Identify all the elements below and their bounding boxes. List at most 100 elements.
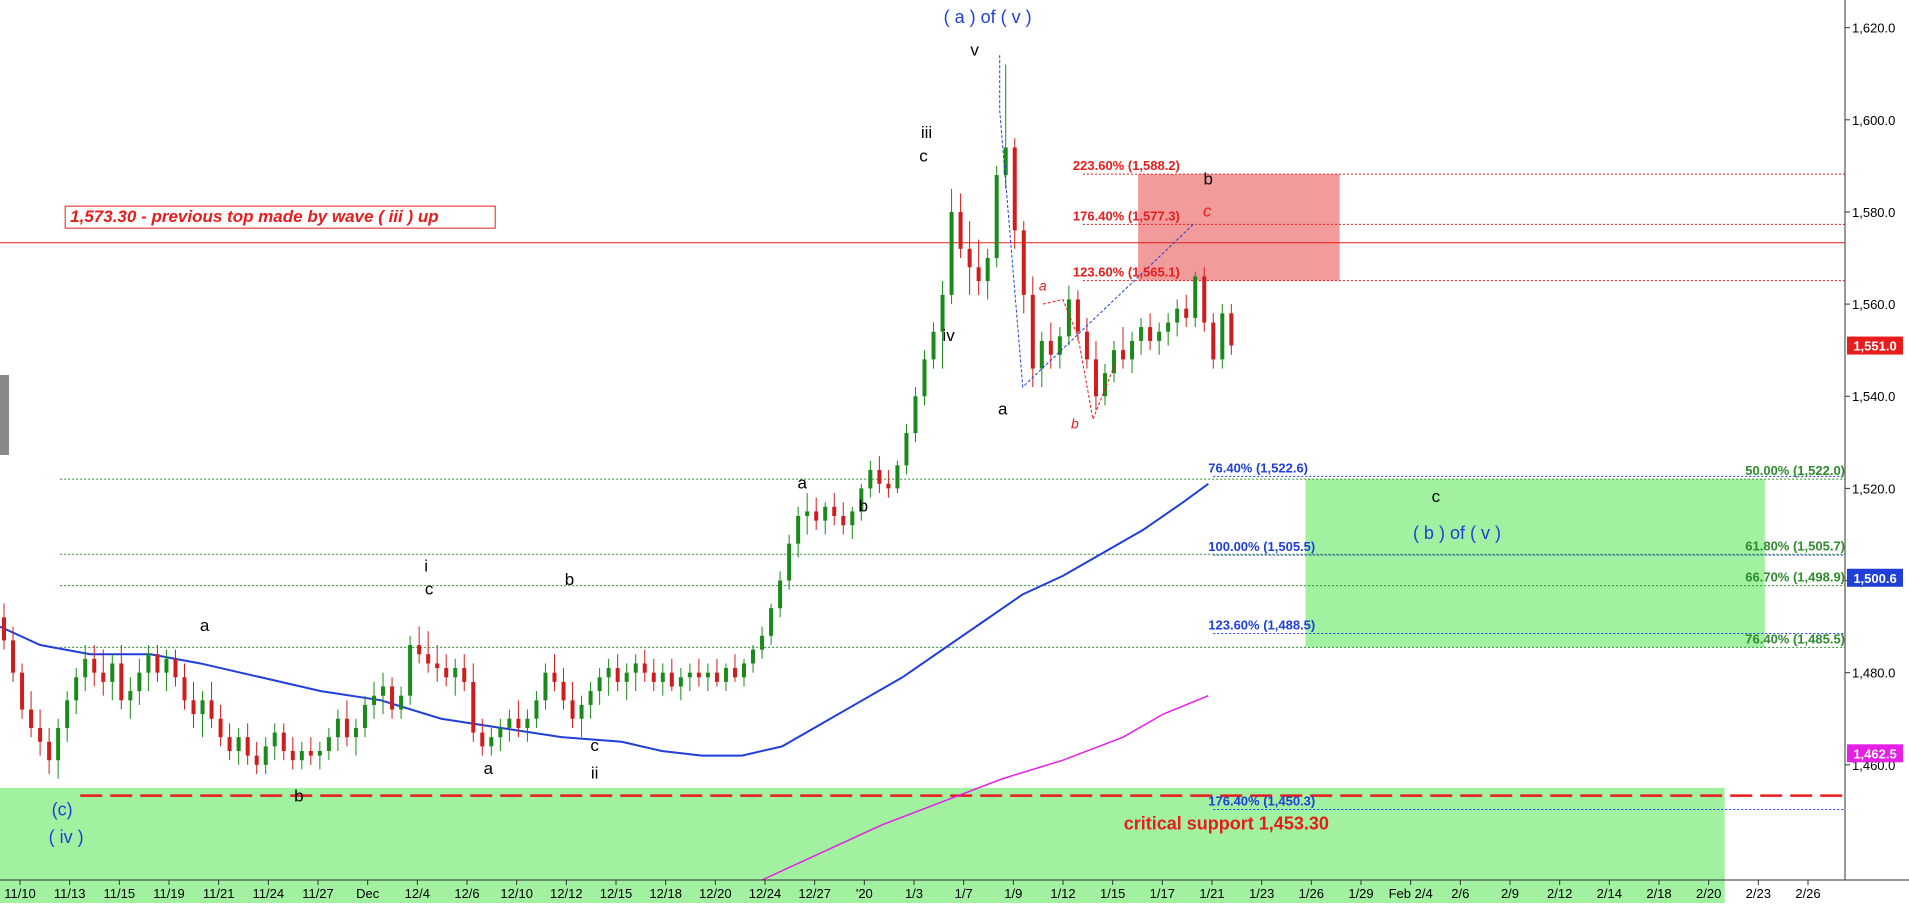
candle-body-107: [967, 248, 972, 268]
price-tag-label-0: 1,551.0: [1853, 339, 1896, 354]
side-tab[interactable]: [0, 375, 9, 455]
wave-label-10: a: [797, 473, 807, 492]
candle-body-47: [426, 654, 431, 664]
fib-label-8: 61.80% (1,505.7): [1745, 538, 1845, 553]
candle-body-62: [561, 681, 566, 701]
wave-label-17: a: [200, 616, 210, 635]
candle-body-128: [1157, 331, 1162, 341]
candle-body-121: [1093, 359, 1098, 397]
candle-body-15: [137, 672, 142, 692]
x-tick-label-21: 1/12: [1050, 886, 1075, 901]
wave-label-18: a: [484, 759, 494, 778]
candle-body-134: [1211, 322, 1216, 360]
x-tick-label-20: 1/9: [1004, 886, 1022, 901]
x-tick-label-10: 12/10: [500, 886, 533, 901]
x-tick-label-1: 11/13: [54, 886, 86, 901]
x-tick-label-5: 11/24: [253, 886, 285, 901]
fib-label-0: 223.60% (1,588.2): [1073, 158, 1180, 173]
x-tick-label-13: 12/18: [649, 886, 682, 901]
x-tick-label-18: 1/3: [905, 886, 923, 901]
candle-body-71: [642, 663, 647, 673]
moving-average-magenta: [761, 695, 1209, 881]
fib-label-6: 176.40% (1,450.3): [1208, 794, 1315, 809]
fib-label-9: 66.70% (1,498.9): [1745, 570, 1845, 585]
candle-body-4: [38, 727, 43, 742]
x-tick-label-34: 2/20: [1696, 886, 1721, 901]
candle-body-122: [1102, 373, 1107, 397]
x-tick-label-12: 12/15: [600, 886, 633, 901]
target-zone-2: [0, 787, 1725, 904]
y-tick-label-8: 1,620.0: [1852, 21, 1895, 36]
wave-label-3: c: [919, 146, 928, 165]
wave-label-7: b: [1071, 415, 1079, 431]
candle-body-84: [760, 635, 765, 650]
candle-body-21: [191, 700, 196, 715]
wave-label-20: ii: [591, 764, 599, 783]
candle-body-56: [507, 718, 512, 728]
price-tag-0: [1847, 336, 1903, 355]
y-tick-label-7: 1,600.0: [1852, 113, 1895, 128]
candle-body-75: [678, 677, 683, 687]
fib-label-10: 76.40% (1,485.5): [1745, 631, 1845, 646]
x-tick-label-33: 2/18: [1646, 886, 1671, 901]
x-tick-label-27: 1/29: [1348, 886, 1373, 901]
candle-body-73: [660, 672, 665, 682]
candle-body-61: [552, 672, 557, 682]
fib-label-1: 176.40% (1,577.3): [1073, 208, 1180, 223]
candle-body-132: [1193, 276, 1198, 318]
x-tick-label-26: 1/26: [1299, 886, 1324, 901]
candle-body-53: [480, 732, 485, 747]
x-tick-label-11: 12/12: [550, 886, 583, 901]
candle-body-57: [516, 718, 521, 728]
x-tick-label-31: 2/12: [1547, 886, 1572, 901]
candle-body-127: [1148, 327, 1153, 341]
candle-body-74: [669, 672, 674, 687]
candle-body-2: [20, 672, 25, 710]
wave-count-line-0: [999, 55, 1194, 389]
fib-label-2: 123.60% (1,565.1): [1073, 265, 1180, 280]
candle-body-78: [705, 672, 710, 678]
x-tick-label-29: 2/6: [1451, 886, 1469, 901]
candle-body-106: [958, 211, 963, 249]
price-tag-label-1: 1,500.6: [1853, 571, 1896, 586]
candle-body-94: [850, 511, 855, 526]
candle-body-16: [146, 654, 151, 673]
candle-body-17: [155, 654, 160, 673]
candle-body-126: [1139, 327, 1144, 341]
candle-body-98: [886, 483, 891, 489]
candle-body-41: [372, 695, 377, 705]
wave-count-line-1: [1042, 298, 1116, 422]
fib-label-4: 100.00% (1,505.5): [1208, 539, 1315, 554]
candle-body-60: [543, 672, 548, 701]
candle-body-93: [841, 516, 846, 526]
price-tag-2: [1847, 744, 1903, 763]
x-tick-label-36: 2/26: [1795, 886, 1820, 901]
fib-label-7: 50.00% (1,522.0): [1745, 463, 1845, 478]
candle-body-86: [778, 580, 783, 609]
candle-body-69: [624, 672, 629, 682]
candle-body-108: [976, 267, 981, 282]
candle-body-76: [687, 672, 692, 678]
wave-lines-layer: [999, 55, 1194, 422]
x-tick-label-9: 12/6: [454, 886, 479, 901]
x-tick-label-4: 11/21: [203, 886, 235, 901]
y-tick-label-5: 1,560.0: [1852, 297, 1895, 312]
wave-label-14: i: [424, 556, 428, 575]
candle-body-55: [498, 727, 503, 738]
wave-label-21: b: [294, 787, 303, 806]
candle-body-123: [1112, 350, 1117, 374]
candle-body-8: [74, 677, 79, 701]
candle-body-110: [994, 175, 999, 259]
candle-body-102: [922, 359, 927, 397]
candle-body-115: [1039, 340, 1044, 369]
candle-body-87: [787, 543, 792, 581]
wave-label-4: iv: [942, 326, 955, 345]
wave-label-15: c: [425, 579, 434, 598]
candle-body-49: [444, 668, 449, 678]
candle-body-10: [92, 658, 97, 673]
candle-body-105: [949, 211, 954, 295]
candle-body-95: [859, 488, 864, 512]
target-zone-1: [1305, 479, 1765, 648]
candle-body-54: [489, 737, 494, 747]
